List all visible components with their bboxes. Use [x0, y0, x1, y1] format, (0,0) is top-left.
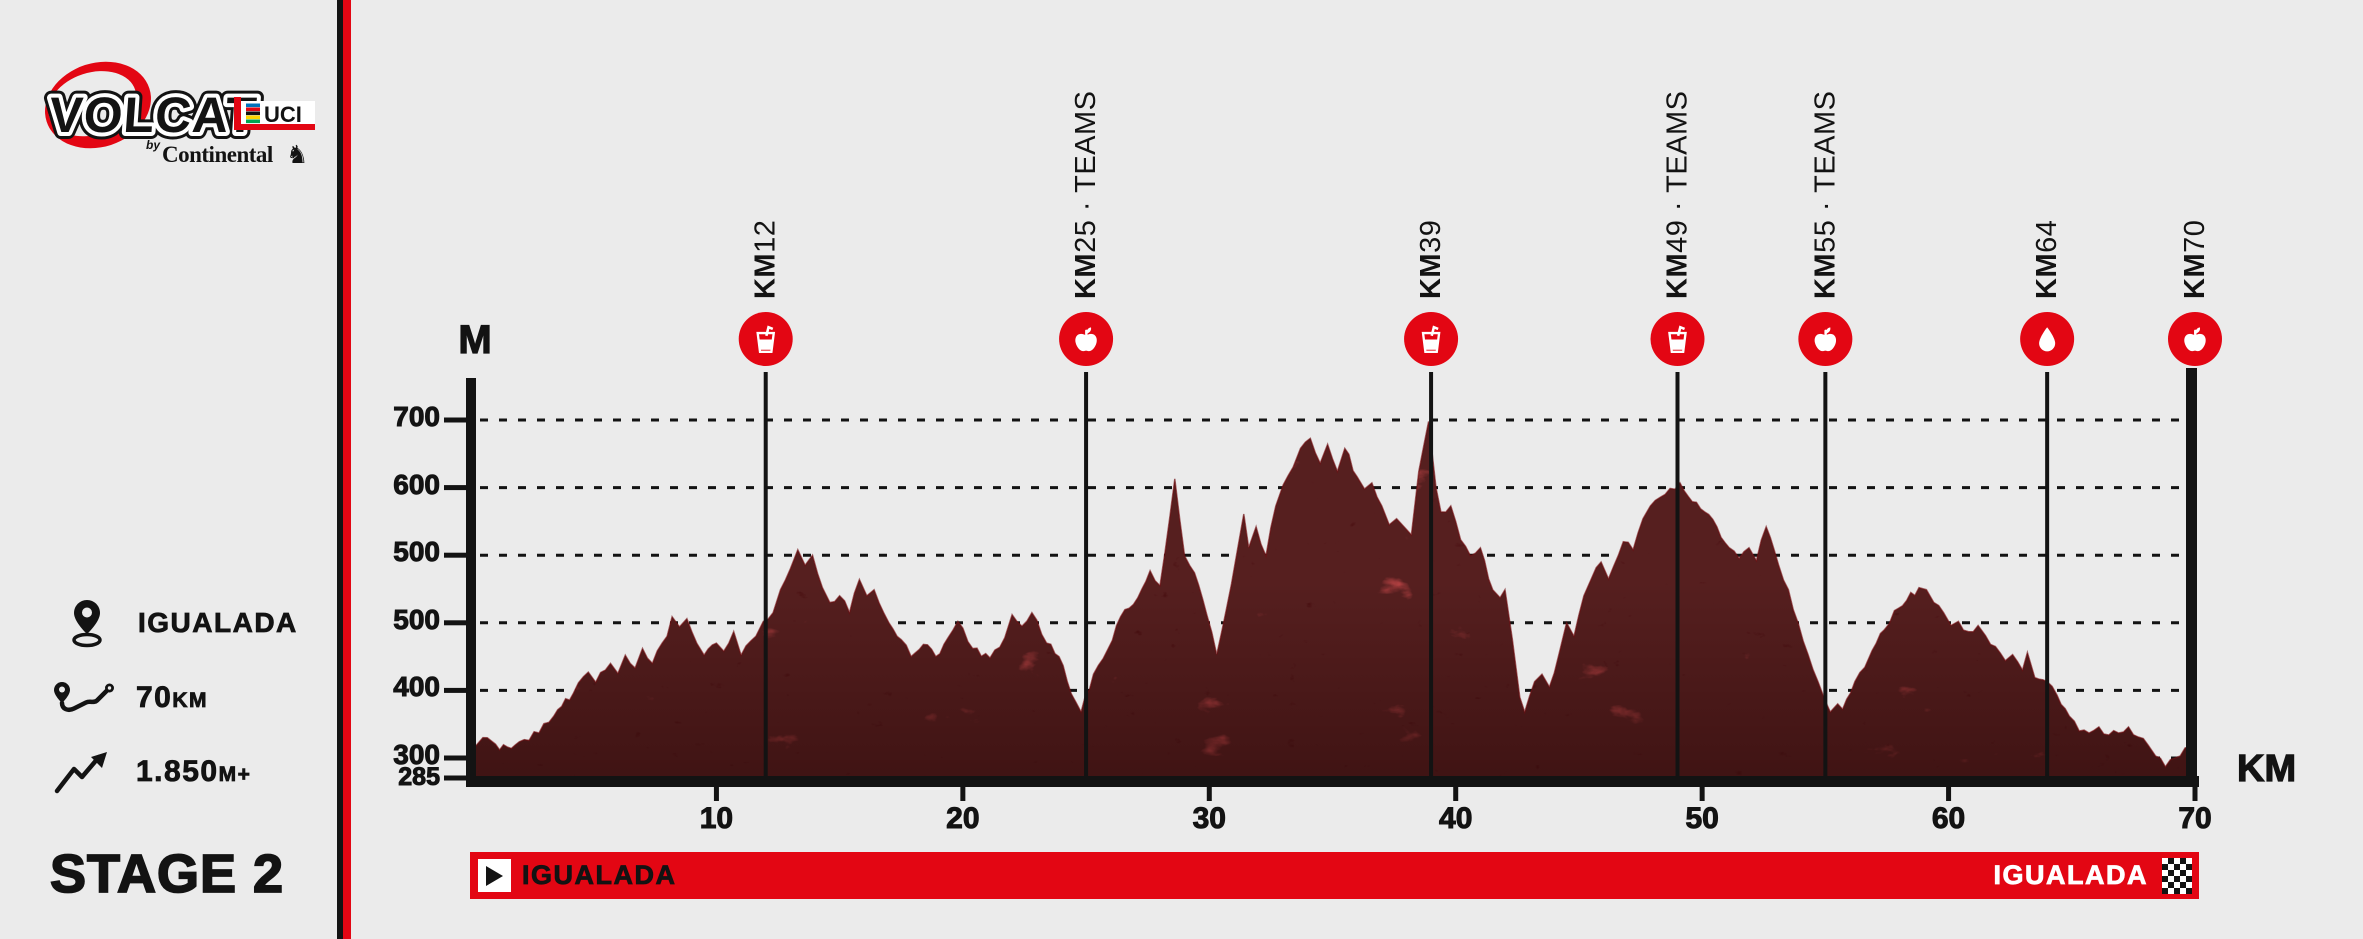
location-pin-icon	[72, 600, 102, 648]
x-tick	[960, 787, 966, 801]
marker-km49: KM49 · TEAMS	[1650, 90, 1705, 366]
x-tick-label: 40	[1439, 802, 1473, 836]
y-tick-label: 700	[393, 401, 441, 433]
y-axis-line	[466, 378, 476, 787]
marker-label: KM25 · TEAMS	[1070, 90, 1102, 299]
checkered-flag-icon	[2162, 857, 2192, 894]
y-tick-label: 600	[393, 468, 441, 500]
marker-lines	[763, 372, 2050, 777]
y-tick	[444, 417, 468, 423]
x-tick	[1206, 787, 1212, 801]
uci-label: UCI	[264, 102, 302, 127]
y-tick	[444, 620, 468, 626]
uci-rainbow-icon	[246, 103, 260, 124]
start-box	[478, 859, 511, 892]
marker-label: KM39	[1415, 220, 1447, 299]
y-tick	[444, 775, 468, 781]
route-icon	[54, 682, 114, 712]
y-base-label: 285	[398, 763, 441, 792]
marker-km25: KM25 · TEAMS	[1059, 90, 1114, 366]
horse-icon: ♞	[286, 141, 308, 169]
marker-line	[2045, 372, 2050, 777]
marker-km70: KM70	[2168, 220, 2222, 366]
play-icon	[486, 865, 503, 886]
x-tick-label: 70	[2178, 802, 2212, 836]
marker-circle	[738, 312, 793, 366]
marker-km55: KM55 · TEAMS	[1798, 90, 1853, 366]
marker-heads: KM12 KM25 · TEAMS KM39 KM49 · TEAMS KM55 · T…	[738, 90, 2222, 366]
by-label: by	[146, 138, 161, 152]
stat-climb: 1.850M+	[54, 750, 251, 794]
marker-line	[763, 372, 768, 777]
logo-title: VOLCAT	[47, 87, 259, 143]
stat-distance: 70KM	[52, 680, 208, 716]
svg-text:VOLCAT: VOLCAT	[47, 87, 259, 143]
x-axis-title: KM	[2236, 747, 2297, 790]
route-start-label: IGUALADA	[522, 860, 677, 891]
marker-circle	[1404, 312, 1459, 366]
x-tick-label: 10	[699, 802, 734, 836]
x-tick-label: 20	[946, 802, 980, 836]
stat-distance-value: 70KM	[136, 681, 209, 715]
x-tick	[1453, 787, 1459, 801]
x-tick-label: 50	[1685, 802, 1719, 836]
chart-right-border	[2186, 368, 2197, 782]
divider-black-line	[337, 0, 343, 939]
y-tick	[444, 687, 468, 693]
marker-line	[1675, 372, 1680, 777]
y-tick-label: 500	[393, 603, 441, 635]
marker-label: KM70	[2179, 220, 2211, 299]
marker-label: KM49 · TEAMS	[1662, 90, 1694, 299]
y-tick-label: 300	[393, 739, 441, 771]
logo-swoosh-icon	[45, 61, 151, 149]
y-tick	[444, 552, 468, 558]
volcat-logo: VOLCAT VOLCAT VOLCAT UCI by Continental …	[40, 61, 315, 169]
stage-title: STAGE 2	[49, 843, 285, 905]
marker-label: KM64	[2031, 220, 2063, 299]
route-finish-label: IGUALADA	[1993, 860, 2148, 891]
svg-text:VOLCAT: VOLCAT	[47, 87, 259, 143]
y-tick-label: 500	[393, 536, 441, 568]
route-bar: IGUALADA IGUALADA	[470, 852, 2199, 899]
y-tick	[444, 485, 468, 491]
elevation-profile	[469, 421, 2196, 779]
marker-line	[1823, 372, 1828, 777]
axis-ticks	[444, 417, 2198, 801]
marker-label: KM12	[750, 220, 782, 299]
marker-km39: KM39	[1404, 220, 1459, 366]
marker-circle	[1650, 312, 1705, 366]
x-tick	[1946, 787, 1952, 801]
stat-climb-value: 1.850M+	[136, 755, 252, 789]
y-tick-label: 400	[393, 671, 441, 703]
x-tick-label: 60	[1931, 802, 1966, 836]
y-tick	[444, 755, 468, 761]
divider-red-line	[343, 0, 351, 939]
marker-km12: KM12	[738, 220, 793, 366]
continental-logo: by Continental ♞	[146, 138, 308, 169]
marker-label: KM55 · TEAMS	[1809, 90, 1841, 299]
stat-location: IGUALADA	[70, 598, 298, 648]
marker-km64: KM64	[2020, 220, 2075, 366]
x-axis-line	[466, 776, 2199, 787]
uci-logo: UCI	[234, 97, 315, 130]
x-tick	[2192, 787, 2198, 801]
x-tick	[1699, 787, 1705, 801]
x-tick	[713, 787, 719, 801]
marker-line	[1084, 372, 1089, 777]
marker-line	[1429, 372, 1434, 777]
climb-icon	[54, 752, 107, 794]
brand-label: Continental	[162, 142, 273, 167]
stat-location-value: IGUALADA	[138, 607, 298, 639]
y-axis-title: M	[458, 317, 493, 362]
x-tick-label: 30	[1192, 802, 1226, 836]
